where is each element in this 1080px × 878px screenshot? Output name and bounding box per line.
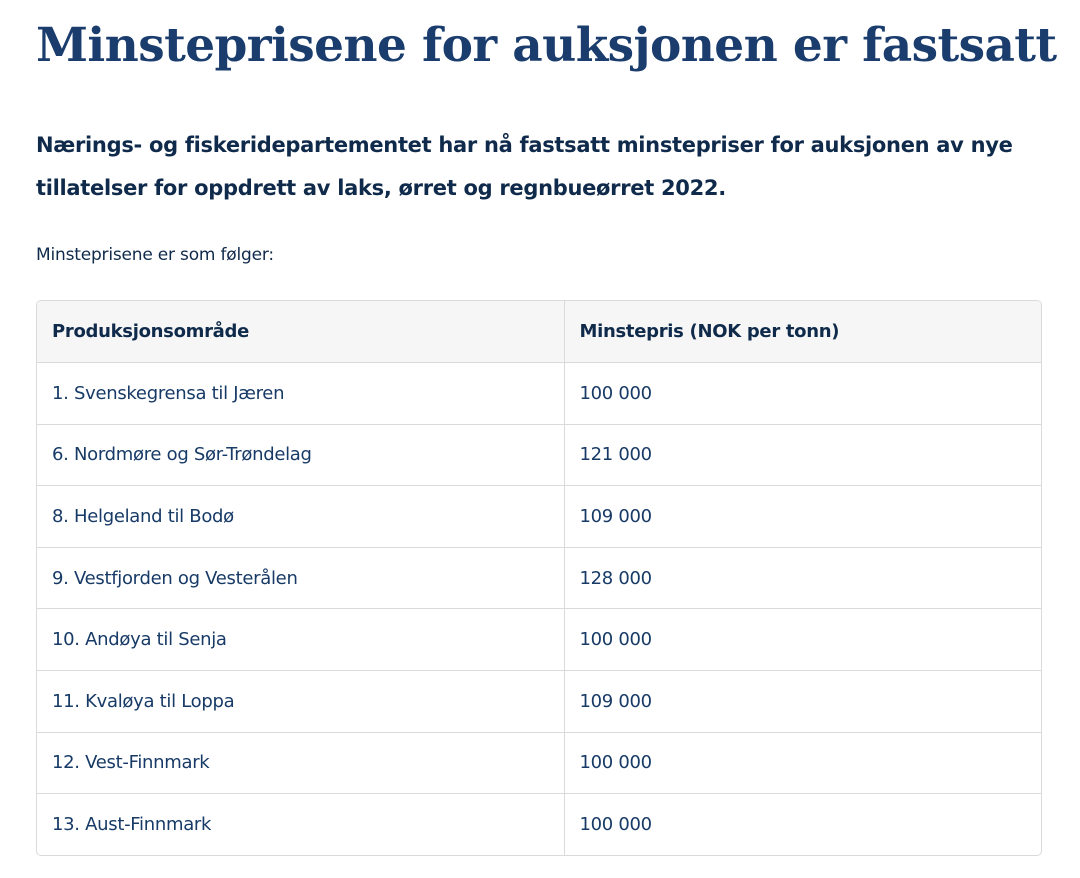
- table-row: 12. Vest-Finnmark 100 000: [37, 732, 1041, 795]
- price-cell: 100 000: [563, 608, 1041, 671]
- area-cell: 1. Svenskegrensa til Jæren: [37, 362, 564, 425]
- area-cell: 13. Aust-Finnmark: [52, 813, 212, 835]
- column-header-area: Produksjonsområde: [37, 301, 564, 363]
- table-row: 8. Helgeland til Bodø 109 000: [37, 485, 1041, 548]
- price-cell: 109 000: [563, 485, 1041, 548]
- table-header-row: Produksjonsområde Minstepris (NOK per to…: [37, 301, 1041, 363]
- price-cell: 128 000: [563, 547, 1041, 610]
- table-row: 1. Svenskegrensa til Jæren 100 000: [37, 362, 1041, 425]
- area-cell: 11. Kvaløya til Loppa: [37, 670, 564, 733]
- price-cell: 100 000: [563, 793, 1041, 855]
- table-row: 9. Vestfjorden og Vesterålen 128 000: [37, 547, 1041, 610]
- page-title: Minsteprisene for auksjonen er fastsatt: [36, 18, 1057, 73]
- price-cell: 109 000: [563, 670, 1041, 733]
- table-row: 11. Kvaløya til Loppa 109 000: [37, 670, 1041, 733]
- area-cell: 6. Nordmøre og Sør-Trøndelag: [37, 424, 564, 487]
- area-cell: 8. Helgeland til Bodø: [37, 485, 564, 548]
- table-row: 6. Nordmøre og Sør-Trøndelag 121 000: [37, 424, 1041, 487]
- area-cell: 12. Vest-Finnmark: [37, 732, 564, 795]
- column-header-price: Minstepris (NOK per tonn): [563, 301, 1041, 363]
- price-cell: 121 000: [563, 424, 1041, 487]
- area-cell: 9. Vestfjorden og Vesterålen: [37, 547, 564, 610]
- lead-paragraph: Nærings- og fiskeridepartementet har nå …: [36, 133, 1013, 200]
- table-row: 10. Andøya til Senja 100 000: [37, 608, 1041, 671]
- price-table: Produksjonsområde Minstepris (NOK per to…: [36, 300, 1042, 856]
- table-row: 13. Aust-Finnmark 100 000: [37, 793, 1041, 855]
- area-cell: 10. Andøya til Senja: [37, 608, 564, 671]
- price-cell: 100 000: [563, 732, 1041, 795]
- price-cell: 100 000: [563, 362, 1041, 425]
- intro-text: Minsteprisene er som følger:: [36, 245, 274, 265]
